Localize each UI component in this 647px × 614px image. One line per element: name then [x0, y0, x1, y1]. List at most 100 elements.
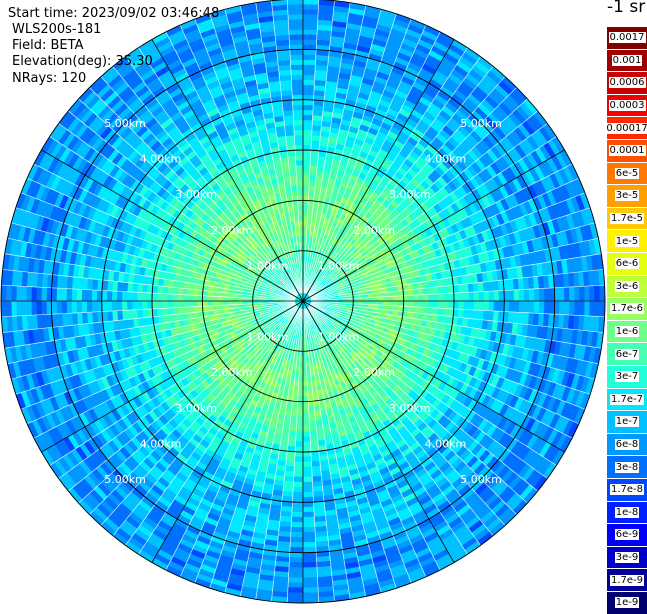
beta-cell: [509, 290, 514, 301]
beta-cell: [309, 406, 315, 412]
beta-cell: [303, 472, 312, 477]
beta-cell: [398, 306, 403, 312]
beta-cell: [294, 462, 303, 467]
beta-cell: [429, 294, 434, 301]
beta-cell: [293, 487, 303, 492]
beta-cell: [303, 145, 311, 150]
beta-cell: [489, 291, 494, 301]
beta-cell: [408, 307, 414, 313]
beta-cell: [303, 105, 313, 110]
beta-cell: [310, 155, 318, 161]
beta-cell: [303, 90, 314, 95]
beta-cell: [423, 307, 429, 314]
beta-cell: [514, 290, 519, 301]
beta-cell: [438, 286, 444, 294]
beta-cell: [303, 432, 310, 437]
beta-cell: [464, 292, 469, 301]
beta-cell: [303, 115, 313, 120]
beta-cell: [310, 160, 318, 166]
ppi-plot: 1.00km2.00km3.00km4.00km5.00km1.00km2.00…: [0, 0, 607, 607]
beta-cell: [574, 301, 579, 316]
beta-cell: [308, 396, 314, 401]
beta-cell: [296, 427, 303, 432]
beta-cell: [293, 482, 303, 487]
beta-cell: [288, 441, 296, 447]
beta-cell: [294, 477, 304, 482]
beta-cell: [303, 492, 313, 497]
beta-cell: [404, 301, 409, 307]
beta-cell: [288, 583, 303, 588]
beta-cell: [291, 522, 303, 527]
beta-cell: [383, 301, 388, 306]
beta-cell: [539, 288, 544, 301]
beta-cell: [303, 397, 308, 402]
beta-cell: [600, 301, 605, 317]
beta-cell: [479, 301, 484, 311]
beta-cell: [449, 301, 454, 309]
beta-cell: [303, 462, 312, 467]
beta-cell: [303, 562, 317, 567]
beta-cell: [310, 426, 317, 432]
beta-cell: [469, 292, 474, 301]
beta-cell: [310, 165, 317, 171]
beta-cell: [295, 442, 303, 447]
beta-cell: [394, 301, 399, 306]
beta-cell: [303, 175, 310, 180]
beta-cell: [509, 301, 514, 312]
beta-cell: [484, 291, 489, 301]
beta-cell: [494, 291, 499, 301]
beta-cell: [399, 301, 404, 306]
beta-cell: [529, 301, 534, 313]
beta-cell: [303, 542, 316, 547]
beta-cell: [419, 295, 424, 301]
beta-cell: [297, 407, 303, 412]
beta-cell: [303, 80, 315, 85]
beta-cell: [309, 411, 315, 417]
beta-cell: [303, 452, 311, 457]
beta-cell: [580, 301, 585, 316]
beta-cell: [303, 537, 316, 542]
beta-cell: [303, 482, 313, 487]
beta-cell: [524, 289, 529, 301]
beta-cell: [524, 301, 529, 313]
beta-cell: [388, 301, 393, 306]
beta-cell: [292, 502, 303, 507]
beta-cell: [303, 100, 314, 105]
beta-cell: [378, 301, 383, 305]
beta-cell: [569, 287, 574, 301]
beta-cell: [433, 308, 439, 315]
beta-cell: [288, 593, 304, 599]
beta-cell: [418, 288, 424, 295]
beta-cell: [303, 221, 307, 226]
beta-cell: [399, 296, 404, 301]
beta-cell: [303, 517, 315, 522]
beta-cell: [534, 289, 539, 301]
beta-cell: [288, 588, 303, 593]
beta-cell: [595, 286, 601, 302]
beta-cell: [564, 301, 569, 315]
beta-cell: [408, 289, 414, 295]
beta-cell: [469, 301, 474, 310]
beta-cell: [290, 416, 297, 422]
beta-cell: [303, 160, 310, 165]
beta-cell: [288, 436, 296, 442]
beta-cell: [303, 64, 315, 69]
beta-cell: [429, 301, 434, 308]
beta-cell: [289, 557, 303, 562]
beta-cell: [449, 293, 454, 301]
beta-cell: [519, 301, 524, 313]
beta-cell: [544, 288, 549, 301]
beta-cell: [310, 170, 317, 176]
beta-cell: [303, 567, 317, 572]
beta-cell: [295, 452, 303, 457]
beta-cell: [404, 296, 409, 302]
beta-cell: [303, 376, 307, 381]
beta-cell: [310, 436, 318, 442]
beta-cell: [303, 210, 308, 215]
beta-cell: [289, 567, 303, 572]
beta-cell: [519, 289, 524, 301]
beta-cell: [413, 307, 419, 313]
beta-cell: [289, 431, 296, 437]
beta-cell: [310, 431, 317, 437]
beta-cell: [419, 301, 424, 307]
